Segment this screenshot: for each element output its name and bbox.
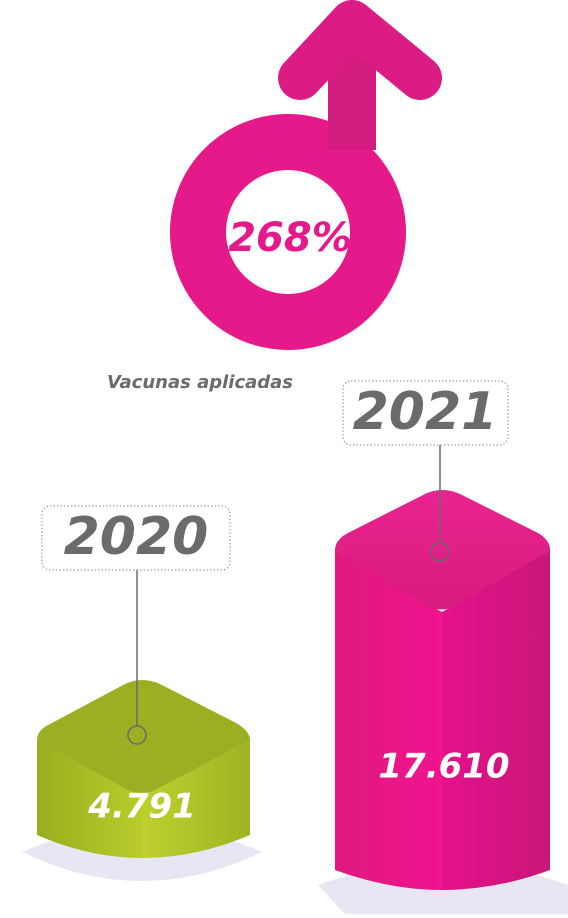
year-box	[41, 505, 231, 571]
value-label: 4.791	[87, 787, 196, 827]
growth-icon	[170, 0, 442, 350]
block-2020	[37, 680, 250, 858]
year-label: 2020	[64, 507, 209, 567]
caption: Vacunas aplicadas	[107, 372, 293, 393]
growth-label: 268%	[228, 215, 352, 261]
connector	[127, 445, 450, 745]
year-label: 2021	[353, 382, 498, 442]
block-2021	[335, 490, 550, 890]
value-label: 17.610	[378, 747, 509, 787]
year-box	[342, 380, 509, 446]
